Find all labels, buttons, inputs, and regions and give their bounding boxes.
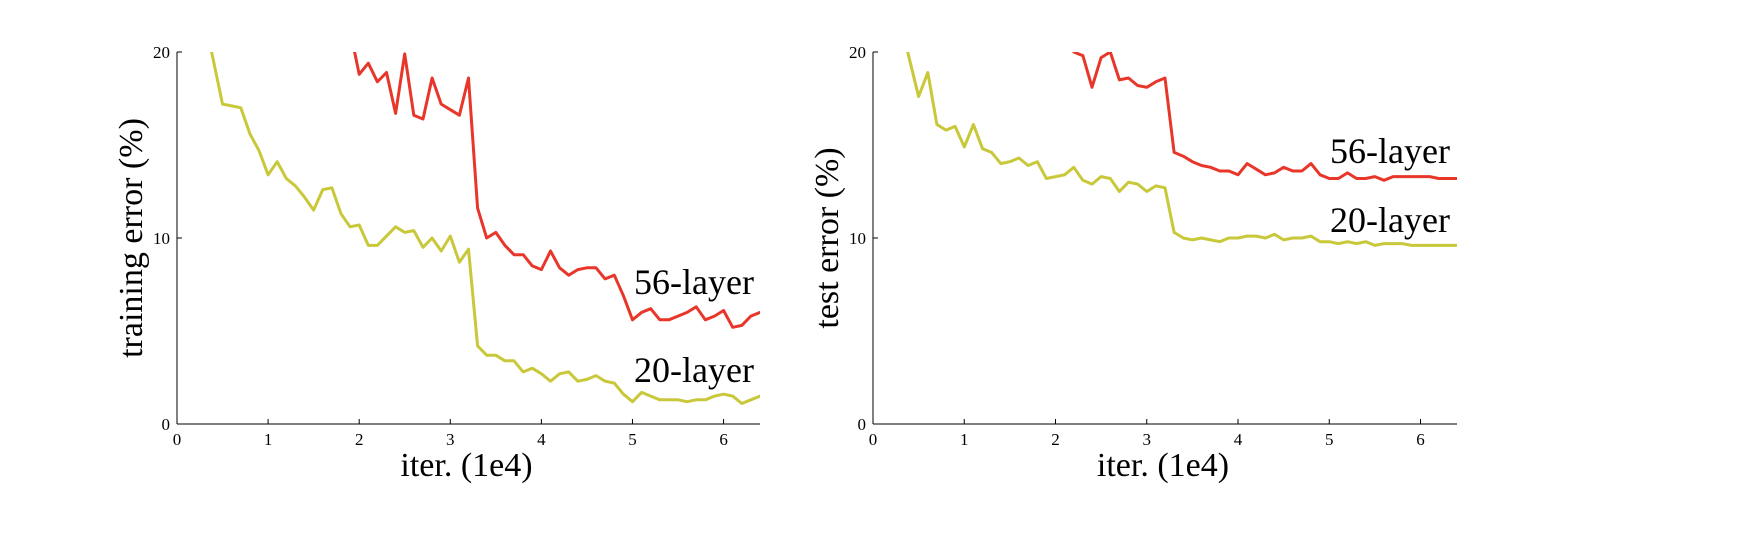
- x-tick-label: 6: [719, 430, 728, 449]
- series-label-56-layer: 56-layer: [634, 262, 754, 302]
- x-tick-label: 1: [264, 430, 273, 449]
- series-line-56-layer: [353, 52, 760, 329]
- y-tick-label: 0: [858, 415, 867, 434]
- chart-panel-1: 0 1 2 3 4 5 6 0 10 20 iter. (1e4) training error (%…: [113, 43, 760, 484]
- series-label-20-layer: 20-layer: [1330, 200, 1450, 240]
- y-tick-label: 20: [849, 43, 866, 62]
- series-line-56-layer: [1072, 52, 1457, 182]
- x-tick-label: 3: [446, 430, 455, 449]
- x-tick-label: 4: [537, 430, 546, 449]
- y-tick-label: 20: [153, 43, 170, 62]
- y-tick-label: 10: [849, 229, 866, 248]
- x-tick-label: 4: [1234, 430, 1243, 449]
- series-label-56-layer: 56-layer: [1330, 131, 1450, 171]
- x-tick-label: 2: [1051, 430, 1060, 449]
- x-axis-label: iter. (1e4): [400, 447, 532, 484]
- x-tick-label: 0: [869, 430, 878, 449]
- y-tick-label: 0: [162, 415, 171, 434]
- x-tick-label: 6: [1416, 430, 1425, 449]
- series-line-20-layer: [210, 52, 760, 405]
- x-axis-label: iter. (1e4): [1097, 447, 1229, 484]
- x-tick-label: 0: [173, 430, 182, 449]
- y-axis-label: training error (%): [113, 118, 150, 358]
- x-tick-label: 3: [1143, 430, 1152, 449]
- x-tick-label: 5: [1325, 430, 1334, 449]
- y-axis-label: test error (%): [809, 147, 846, 328]
- x-tick-label: 2: [355, 430, 364, 449]
- y-tick-label: 10: [153, 229, 170, 248]
- series-label-20-layer: 20-layer: [634, 350, 754, 390]
- series-line-20-layer: [906, 52, 1457, 247]
- x-tick-label: 5: [628, 430, 637, 449]
- x-tick-label: 1: [960, 430, 969, 449]
- chart-panel-2: 0 1 2 3 4 5 6 0 10 20 iter. (1e4) test error (%) 56-…: [809, 43, 1457, 484]
